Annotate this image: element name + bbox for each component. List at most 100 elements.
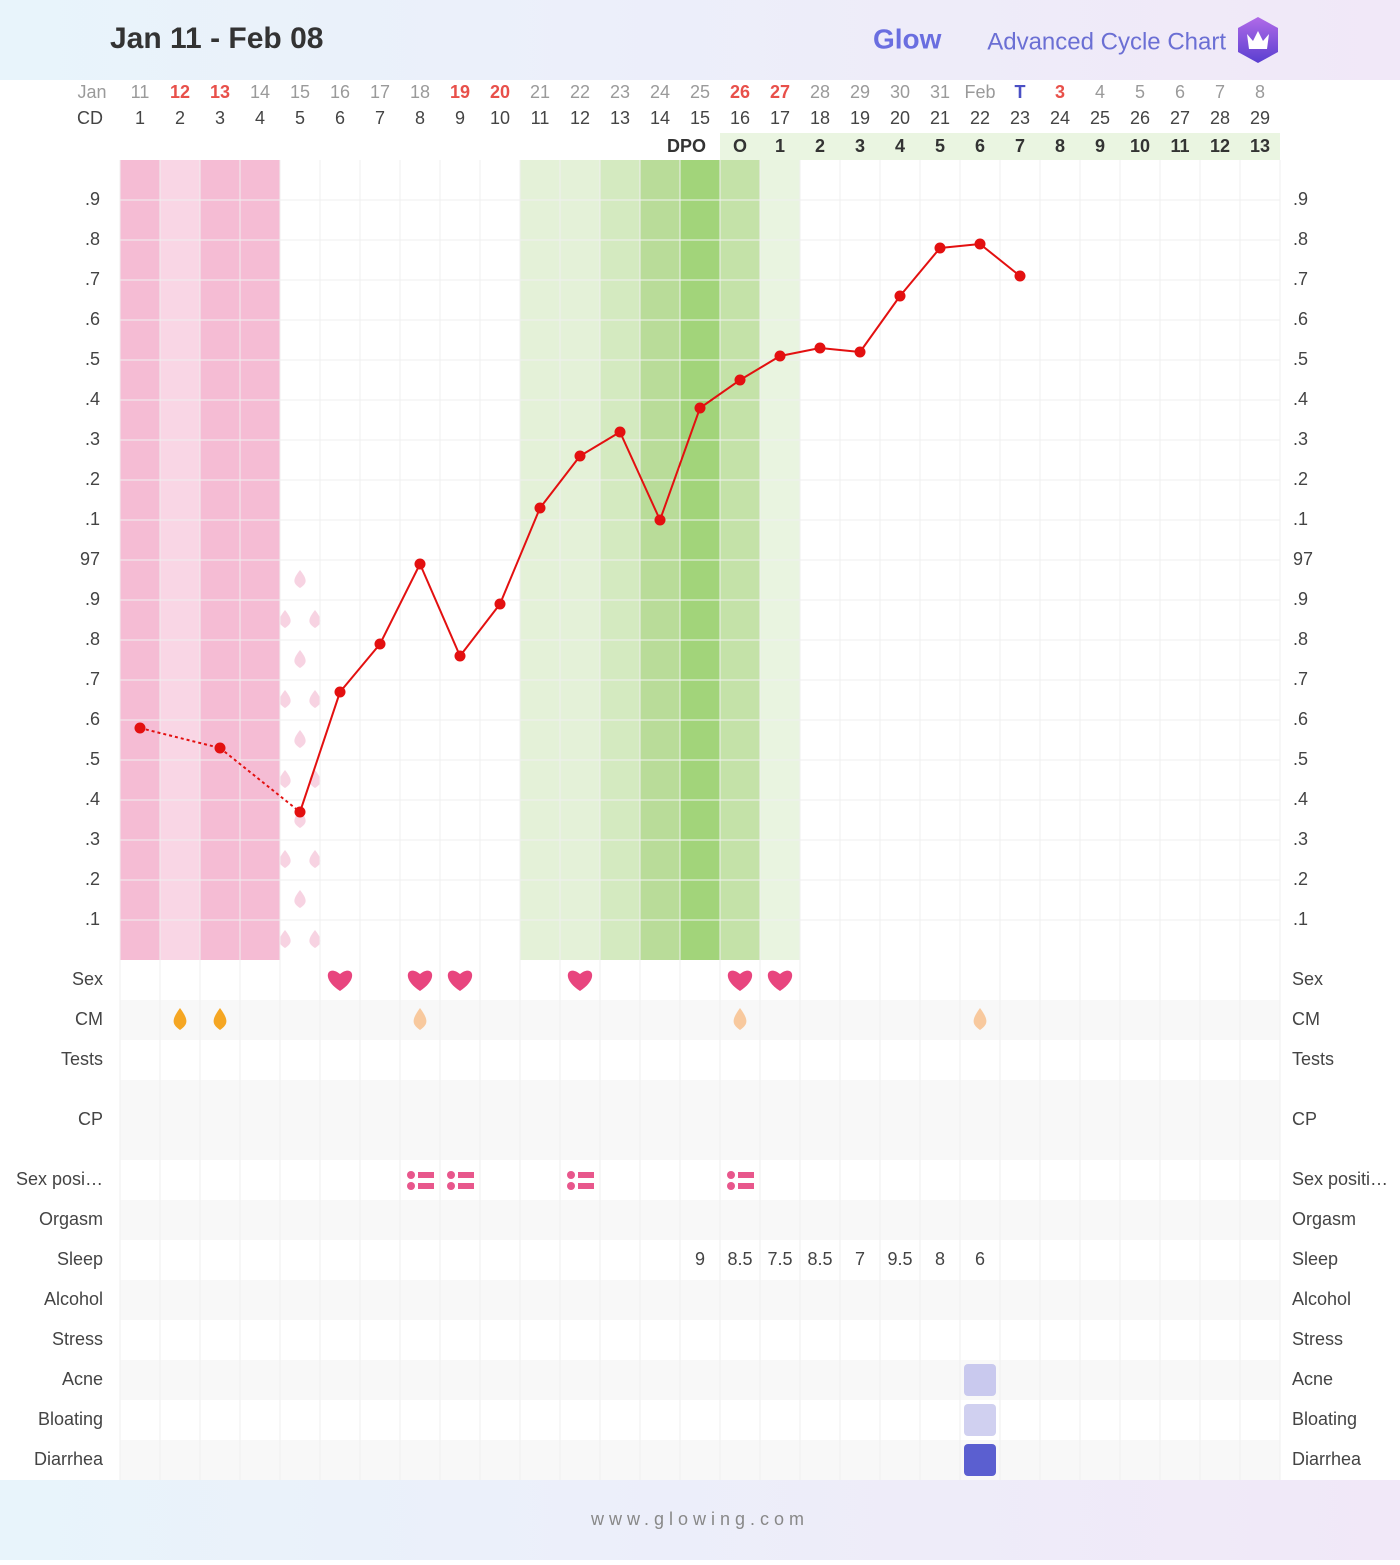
- date-label: 27: [770, 82, 790, 102]
- temp-segment: [739, 355, 781, 381]
- temp-point: [734, 374, 746, 386]
- temp-segment: [699, 379, 741, 409]
- date-label: 24: [650, 82, 670, 102]
- sex-position-icon: [447, 1171, 474, 1190]
- spotting-drop: [294, 650, 306, 668]
- temp-segment: [939, 243, 981, 249]
- dpo-value: 6: [975, 136, 985, 156]
- cm-icon: [413, 1008, 427, 1030]
- date-label: 6: [1175, 82, 1185, 102]
- cd-value: 18: [810, 108, 830, 128]
- header-band: [0, 0, 1400, 80]
- icon-part: [418, 1183, 434, 1189]
- y-tick-label: .7: [85, 269, 100, 289]
- row-band: [120, 1200, 1280, 1240]
- sex-heart: [567, 970, 593, 991]
- row-label-right: Orgasm: [1292, 1209, 1356, 1229]
- dpo-value: 11: [1170, 136, 1189, 156]
- y-tick-label: .1: [85, 909, 100, 929]
- cd-value: 22: [970, 108, 990, 128]
- date-label: 4: [1095, 82, 1105, 102]
- temp-segment: [779, 347, 821, 357]
- sex-position-icon: [407, 1171, 434, 1190]
- row-label: Tests: [61, 1049, 103, 1069]
- y-tick-label: .4: [85, 389, 100, 409]
- cd-value: 19: [850, 108, 870, 128]
- row-label-right: Stress: [1292, 1329, 1343, 1349]
- row-band: [120, 1080, 1280, 1160]
- sex-position-icon: [567, 1171, 594, 1190]
- spotting-drop: [309, 850, 321, 868]
- temp-segment: [499, 507, 541, 605]
- temp-segment: [899, 247, 941, 297]
- spotting-drop: [279, 690, 291, 708]
- row-label: CM: [75, 1009, 103, 1029]
- symptom-square: [964, 1444, 996, 1476]
- row-band: [120, 1280, 1280, 1320]
- date-label: 25: [690, 82, 710, 102]
- cd-value: 6: [335, 108, 345, 128]
- date-label: 15: [290, 82, 310, 102]
- icon-part: [578, 1183, 594, 1189]
- date-label: 19: [450, 82, 470, 102]
- temp-segment: [979, 243, 1021, 277]
- temp-segment: [419, 563, 461, 657]
- row-band: [120, 1440, 1280, 1480]
- y-tick-label-right: .4: [1293, 789, 1308, 809]
- y-tick-label-right: .7: [1293, 669, 1308, 689]
- y-tick-label-right: .3: [1293, 429, 1308, 449]
- temp-segment: [659, 407, 701, 521]
- sex-heart: [767, 970, 793, 991]
- dpo-value: 5: [935, 136, 945, 156]
- spotting-drop: [309, 930, 321, 948]
- spotting-drop: [279, 930, 291, 948]
- dpo-value: 10: [1130, 136, 1150, 156]
- y-tick-label-right: .1: [1293, 509, 1308, 529]
- sex-heart: [407, 970, 433, 991]
- date-label: 12: [170, 82, 190, 102]
- y-tick-label-right: .7: [1293, 269, 1308, 289]
- cd-value: 28: [1210, 108, 1230, 128]
- row-label-right: Acne: [1292, 1369, 1333, 1389]
- icon-part: [458, 1183, 474, 1189]
- sleep-value: 6: [975, 1249, 985, 1269]
- y-tick-label-right: .2: [1293, 869, 1308, 889]
- temp-point: [134, 722, 146, 734]
- date-label: 22: [570, 82, 590, 102]
- temp-point: [894, 290, 906, 302]
- spotting-drop: [279, 610, 291, 628]
- temp-point: [614, 426, 626, 438]
- icon-part: [447, 1182, 455, 1190]
- footer-url: www.glowing.com: [590, 1509, 809, 1529]
- date-label: 11: [131, 82, 150, 102]
- icon-part: [407, 1182, 415, 1190]
- cd-value: 23: [1010, 108, 1030, 128]
- row-label: Orgasm: [39, 1209, 103, 1229]
- icon-part: [738, 1172, 754, 1178]
- y-tick-label-right: .3: [1293, 829, 1308, 849]
- cd-value: 14: [650, 108, 670, 128]
- row-label-right: Sleep: [1292, 1249, 1338, 1269]
- y-tick-label: .2: [85, 469, 100, 489]
- y-tick-label: .5: [85, 349, 100, 369]
- temp-point: [854, 346, 866, 358]
- temp-segment: [619, 431, 661, 521]
- cd-value: 16: [730, 108, 750, 128]
- y-tick-label: .4: [85, 789, 100, 809]
- cd-value: 17: [770, 108, 790, 128]
- cd-value: 3: [215, 108, 225, 128]
- cd-value: 24: [1050, 108, 1070, 128]
- date-label: 21: [530, 82, 550, 102]
- cd-value: 12: [570, 108, 590, 128]
- y-tick-label: .6: [85, 309, 100, 329]
- cd-value: 11: [531, 108, 550, 128]
- cd-value: 29: [1250, 108, 1270, 128]
- spotting-drop: [294, 890, 306, 908]
- y-tick-label: .3: [85, 429, 100, 449]
- date-label: 8: [1255, 82, 1265, 102]
- dpo-value: 9: [1095, 136, 1105, 156]
- y-tick-label-right: .9: [1293, 189, 1308, 209]
- cd-value: 27: [1170, 108, 1190, 128]
- icon-part: [458, 1172, 474, 1178]
